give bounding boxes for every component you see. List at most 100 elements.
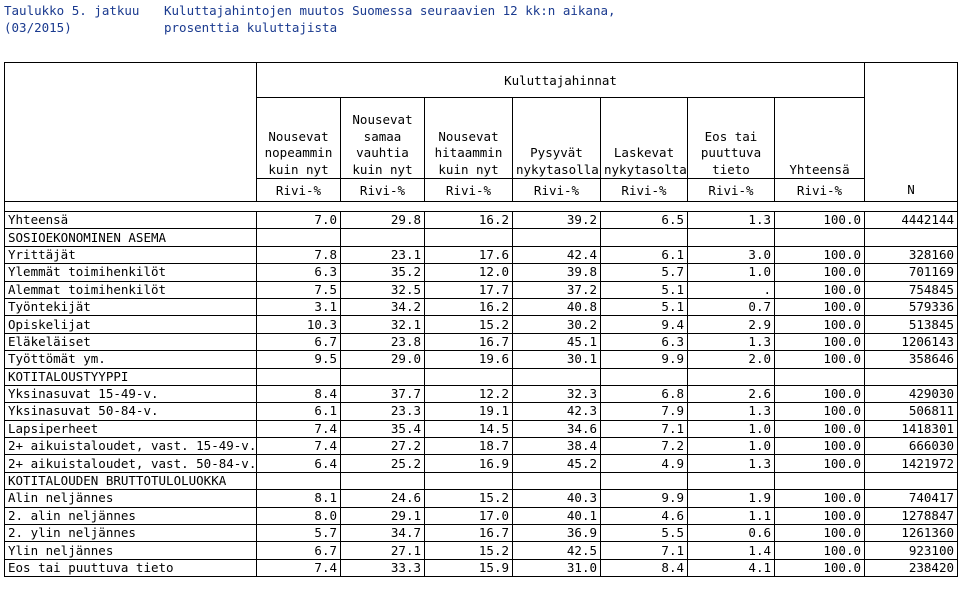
header-stub: [4, 97, 257, 179]
table-cell: 701169: [864, 263, 959, 282]
table-cell: 34.7: [340, 524, 425, 543]
table-cell: 1.3: [687, 210, 775, 230]
table-cell: 0.7: [687, 297, 775, 317]
table-cell: 45.1: [512, 332, 601, 352]
table-cell: 16.2: [424, 297, 513, 317]
data-table: Kuluttajahinnat Nousevat nopeammin kuin ny…: [3, 62, 959, 578]
table-cell: 7.1: [600, 541, 688, 560]
table-cell: 8.4: [600, 558, 688, 578]
table-cell: 100.0: [773, 263, 866, 282]
table-cell: 100.0: [773, 332, 866, 352]
table-cell: 42.4: [512, 245, 601, 265]
table-cell: 3.1: [256, 297, 341, 317]
table-row: Työttömät ym. 9.5 29.0 19.6 30.1 9.9 2.0 100.0 3…: [4, 350, 959, 369]
unit-header: Rivi-%: [773, 178, 866, 202]
table-row: 2+ aikuistaloudet, vast. 15-49-v. 7.4 27.2…: [4, 437, 959, 456]
table-cell: 513845: [864, 315, 959, 334]
table-cell: 1.9: [687, 489, 775, 508]
table-cell: 1.0: [687, 437, 775, 456]
table-cell: 9.5: [256, 350, 341, 369]
table-cell: 6.3: [256, 263, 341, 282]
table-cell: 579336: [864, 297, 959, 317]
table-cell: 1.3: [687, 454, 775, 473]
column-header: Yhteensä: [773, 97, 866, 179]
table-cell: 12.2: [424, 384, 513, 404]
table-cell: 19.1: [424, 402, 513, 421]
table-cell: 17.6: [424, 245, 513, 265]
table-number-label: Taulukko 5. jatkuu: [4, 3, 140, 18]
table-cell: 15.2: [424, 489, 513, 508]
table-cell: [864, 367, 959, 386]
table-cell: 5.1: [600, 297, 688, 317]
table-row: Lapsiperheet 7.4 35.4 14.5 34.6 7.1 1.0 100.0 14…: [4, 419, 959, 439]
table-cell: [424, 367, 513, 386]
table-row: Alemmat toimihenkilöt 7.5 32.5 17.7 37.2 5.1.…: [4, 280, 959, 299]
table-cell: 31.0: [512, 558, 601, 578]
row-label: Yksinasuvat 50-84-v.: [4, 402, 257, 421]
table-row: Yksinasuvat 15-49-v. 8.4 37.7 12.2 32.3 6.8 2.…: [4, 384, 959, 404]
column-header-line: Nousevat: [268, 128, 329, 144]
table-cell: 100.0: [773, 280, 866, 299]
unit-header: Rivi-%: [340, 178, 425, 202]
unit-header: Rivi-%: [600, 178, 688, 202]
table-cell: 100.0: [773, 210, 866, 230]
table-cell: 42.5: [512, 541, 601, 560]
table-cell: 8.4: [256, 384, 341, 404]
table-cell: 40.1: [512, 506, 601, 526]
table-title: Taulukko 5. jatkuu Kuluttajahintojen muu…: [4, 2, 616, 36]
row-label: 2+ aikuistaloudet, vast. 15-49-v.: [4, 437, 257, 456]
table-cell: 2.6: [687, 384, 775, 404]
section-row: KOTITALOUSTYYPPI: [4, 367, 959, 386]
table-cell: 100.0: [773, 454, 866, 473]
table-cell: 16.7: [424, 332, 513, 352]
table-cell: 32.5: [340, 280, 425, 299]
table-cell: 7.4: [256, 558, 341, 578]
table-cell: 100.0: [773, 350, 866, 369]
table-cell: 37.7: [340, 384, 425, 404]
table-cell: 7.8: [256, 245, 341, 265]
table-cell: [256, 228, 341, 247]
column-header-line: vauhtia: [356, 145, 409, 160]
row-label: Ylin neljännes: [4, 541, 257, 560]
column-header-line: Nousevat: [438, 128, 499, 144]
column-header-line: nykytasolla: [516, 161, 599, 177]
table-cell: [773, 471, 866, 491]
table-cell: 1278847: [864, 506, 959, 526]
table-cell: 1261360: [864, 524, 959, 543]
table-cell: 7.4: [256, 419, 341, 439]
table-cell: 100.0: [773, 384, 866, 404]
column-header-line: Pysyvät: [530, 145, 583, 160]
table-row: Alin neljännes 8.1 24.6 15.2 40.3 9.9 1.9 100.0…: [4, 489, 959, 508]
header-n-stub: [864, 62, 959, 98]
column-header-line: Eos tai: [704, 128, 758, 144]
table-cell: 429030: [864, 384, 959, 404]
row-label: Alemmat toimihenkilöt: [4, 280, 257, 299]
table-cell: 6.4: [256, 454, 341, 473]
section-row: SOSIOEKONOMINEN ASEMA: [4, 228, 959, 247]
table-cell: 100.0: [773, 297, 866, 317]
table-cell: 100.0: [773, 437, 866, 456]
table-cell: 5.7: [256, 524, 341, 543]
table-row: Yksinasuvat 50-84-v. 6.1 23.3 19.1 42.3 7.9 1.…: [4, 402, 959, 421]
table-cell: 42.3: [512, 402, 601, 421]
row-label: Yrittäjät: [4, 245, 257, 265]
table-cell: 358646: [864, 350, 959, 369]
table-cell: 25.2: [340, 454, 425, 473]
table-cell: 40.8: [512, 297, 601, 317]
table-row: Yrittäjät 7.8 23.1 17.6 42.4 6.1 3.0 100.0 32816…: [4, 245, 959, 265]
table-cell: 16.9: [424, 454, 513, 473]
table-cell: 5.5: [600, 524, 688, 543]
table-cell: [512, 471, 601, 491]
table-cell: 9.9: [600, 489, 688, 508]
table-cell: 100.0: [773, 245, 866, 265]
table-cell: 100.0: [773, 402, 866, 421]
table-cell: 923100: [864, 541, 959, 560]
column-header-line: Laskevat: [613, 145, 675, 160]
table-cell: [600, 471, 688, 491]
column-header: Nousevat samaa vauhtia kuin nyt: [340, 97, 425, 179]
row-label: Eos tai puuttuva tieto: [4, 558, 257, 578]
column-header-line: kuin nyt: [438, 161, 499, 177]
table-cell: 29.8: [340, 210, 425, 230]
table-cell: 2.9: [687, 315, 775, 334]
unit-header: Rivi-%: [512, 178, 601, 202]
